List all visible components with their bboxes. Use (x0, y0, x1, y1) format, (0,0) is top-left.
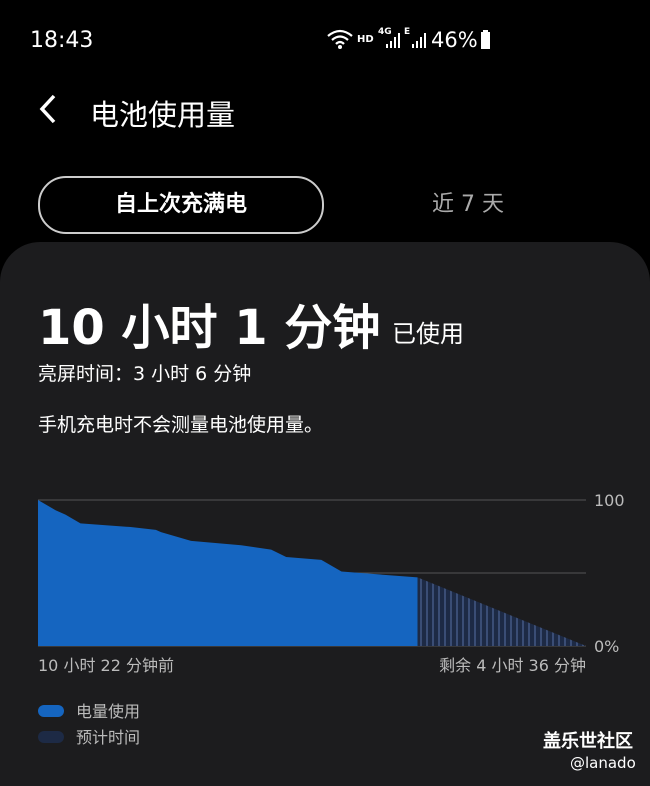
legend-swatch (38, 705, 64, 717)
signal-icon (412, 33, 426, 48)
back-button[interactable] (36, 92, 60, 126)
note: 手机充电时不会测量电池使用量。 (38, 414, 324, 436)
usage-time: 10 小时 1 分钟 (38, 300, 381, 356)
status-net2: E (404, 27, 411, 37)
watermark-user: @lanado (570, 754, 636, 772)
y-tick-label: 100 (594, 491, 625, 510)
signal-icon (386, 33, 400, 48)
tab-active[interactable]: 自上次充满电 (38, 176, 324, 234)
screen-time: 亮屏时间：3 小时 6 分钟 (38, 363, 252, 385)
status-net: 4G (378, 27, 392, 37)
status-battery: 46% (431, 28, 478, 52)
usage-suffix: 已使用 (392, 320, 464, 348)
tab[interactable]: 近 7 天 (432, 192, 504, 217)
y-tick-label: 0% (594, 637, 619, 656)
area (38, 500, 418, 646)
wifi-icon (327, 29, 353, 49)
legend-label: 预计时间 (76, 728, 140, 747)
status-time: 18:43 (30, 28, 94, 53)
legend-label: 电量使用 (76, 702, 140, 721)
page-title: 电池使用量 (90, 98, 236, 132)
status-hd: HD (357, 34, 374, 45)
battery-icon (481, 30, 490, 49)
card (0, 242, 650, 786)
legend-swatch (38, 731, 64, 743)
x-axis-label: 剩余 4 小时 36 分钟 (439, 656, 586, 675)
watermark-brand: 盖乐世社区 (543, 731, 633, 752)
area (417, 577, 586, 646)
x-axis-label: 10 小时 22 分钟前 (38, 656, 174, 675)
